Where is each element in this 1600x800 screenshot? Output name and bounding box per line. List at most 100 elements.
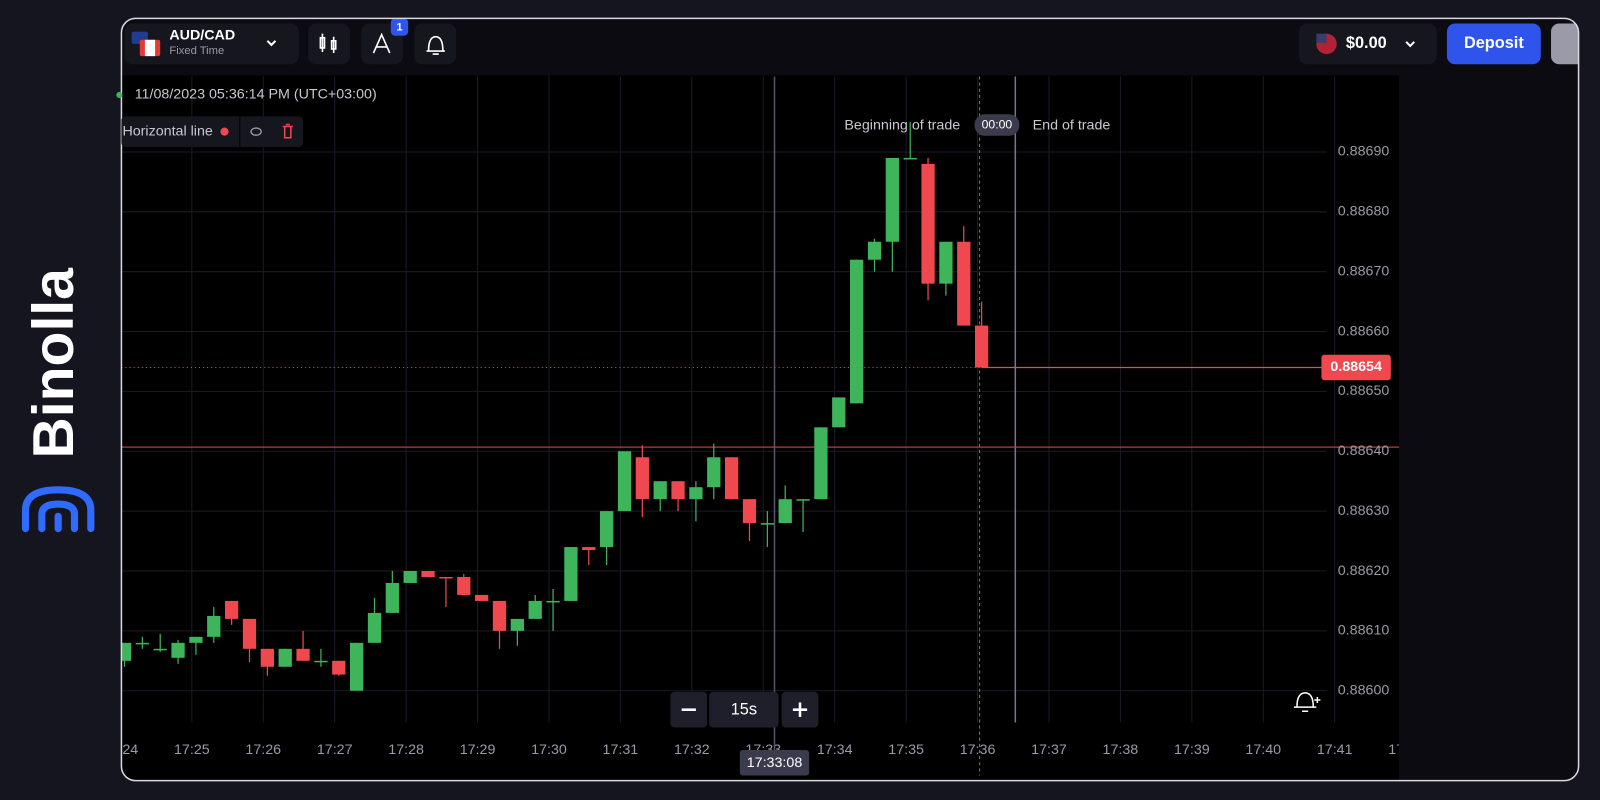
crosshair-time: 17:33:08 xyxy=(747,755,803,771)
live-dot xyxy=(116,91,123,98)
asset-selector[interactable] xyxy=(124,23,299,65)
candle-body xyxy=(832,397,846,428)
badge xyxy=(390,18,409,36)
candle-body xyxy=(760,523,774,525)
trade-timer-text: 00:00 xyxy=(982,118,1013,132)
candle-body xyxy=(689,487,703,500)
y-tick-label: 0.88690 xyxy=(1338,144,1390,160)
candle-body xyxy=(121,642,132,661)
app-window: 17:24 17:25 17:26 17:27 17:28 17:29 17:30 17:31… xyxy=(121,18,1592,781)
candle-body xyxy=(278,648,292,667)
candle-body xyxy=(725,457,739,500)
candle-body xyxy=(350,642,364,691)
x-tick-label: 17:25 xyxy=(174,742,210,758)
x-tick-label: 17:29 xyxy=(460,742,496,758)
y-tick-label: 0.88640 xyxy=(1338,443,1390,459)
alerts-button[interactable] xyxy=(414,23,457,65)
plus-icon xyxy=(792,702,808,717)
x-tick-label: 17:28 xyxy=(388,742,424,758)
timestamp: 11/08/2023 05:36:14 PM (UTC+03:00) xyxy=(135,87,377,103)
candle-body xyxy=(921,163,935,284)
x-tick-label: 17:42 xyxy=(1388,742,1424,758)
card-border xyxy=(120,17,1580,782)
badge-count: 1 xyxy=(396,22,402,34)
candle-body xyxy=(475,594,489,601)
visibility-button[interactable] xyxy=(250,127,262,136)
candle-body xyxy=(510,618,524,631)
asset-mode: Fixed Time xyxy=(169,45,224,57)
candle-body xyxy=(403,570,417,583)
candle-body xyxy=(635,457,649,500)
candle-body xyxy=(207,615,221,637)
x-tick-label: 17:27 xyxy=(317,742,353,758)
chart-type-icon xyxy=(319,33,337,54)
y-tick-label: 0.88610 xyxy=(1338,623,1390,639)
candle-body xyxy=(492,600,507,631)
timeframe-box xyxy=(709,691,779,728)
candle-body xyxy=(332,660,346,675)
balance-selector[interactable] xyxy=(1298,23,1437,65)
trade-timer xyxy=(974,114,1020,136)
trade-end-label: End of trade xyxy=(1033,117,1111,133)
candle-body xyxy=(939,241,953,284)
x-tick-label: 17:37 xyxy=(1031,742,1067,758)
candle-body xyxy=(135,642,149,645)
candle-body xyxy=(975,325,989,368)
candle-body xyxy=(867,241,882,260)
asset-pair: AUD/CAD xyxy=(169,27,235,43)
candle-body xyxy=(796,499,810,501)
candle-body xyxy=(582,547,596,551)
flag-us-canton xyxy=(1316,33,1327,43)
candle-body xyxy=(707,457,721,488)
candle-body xyxy=(617,451,632,512)
chart-area xyxy=(121,75,1399,781)
price-tag-label: 0.88654 xyxy=(1330,359,1382,375)
candle-body xyxy=(814,427,828,500)
candle-body xyxy=(421,570,435,577)
drawing-toolbar xyxy=(121,116,304,147)
drawing-name: Horizontal line xyxy=(122,123,212,139)
candle-body xyxy=(171,642,185,658)
candle-body xyxy=(189,636,203,643)
x-tick-label: 17:39 xyxy=(1174,742,1210,758)
candle-body xyxy=(903,157,917,160)
plot: 17:24 17:25 17:26 17:27 17:28 17:29 17:30 17:31… xyxy=(121,76,1424,776)
overlay: 0.88600 0.88610 0.88620 0.88630 0.88640 0.886… xyxy=(739,144,1391,776)
x-tick-label: 17:41 xyxy=(1317,742,1353,758)
candle-body xyxy=(296,648,310,661)
trade-begin-label: Beginning of trade xyxy=(844,117,960,133)
brand-logo xyxy=(21,486,95,533)
y-tick-label: 0.88650 xyxy=(1338,383,1390,399)
candle-body xyxy=(564,547,578,601)
x-tick-label: 17:30 xyxy=(531,742,567,758)
timeframe: 15s xyxy=(731,701,757,719)
deposit-button[interactable] xyxy=(1446,23,1541,65)
candle-body xyxy=(742,499,757,524)
delete-button[interactable] xyxy=(282,123,293,139)
chart-type-button[interactable] xyxy=(308,23,350,65)
x-tick-label: 17:26 xyxy=(245,742,281,758)
add-alert-button[interactable] xyxy=(1293,692,1321,712)
candle-body xyxy=(153,648,167,651)
flag-ca-center xyxy=(144,39,156,57)
y-tick-label: 0.88620 xyxy=(1338,563,1390,579)
candle-body xyxy=(367,612,382,643)
candle-body xyxy=(600,511,614,548)
dropdown-icon xyxy=(1405,41,1416,48)
candle-body xyxy=(957,241,971,326)
x-tick-label: 17:31 xyxy=(603,742,639,758)
drawing-tools-icon xyxy=(372,32,391,54)
brand-name: Binolla xyxy=(22,267,86,459)
x-tick-label: 17:36 xyxy=(960,742,996,758)
x-tick-label: 17:32 xyxy=(674,742,710,758)
candle-body xyxy=(546,600,560,603)
drawing-color[interactable] xyxy=(220,127,229,136)
avatar[interactable] xyxy=(1551,23,1592,65)
alerts-icon xyxy=(426,35,445,55)
candle-body xyxy=(457,576,471,595)
x-tick-label: 17:38 xyxy=(1103,742,1139,758)
x-tick-label: 17:34 xyxy=(817,742,853,758)
candle-body xyxy=(850,259,864,404)
